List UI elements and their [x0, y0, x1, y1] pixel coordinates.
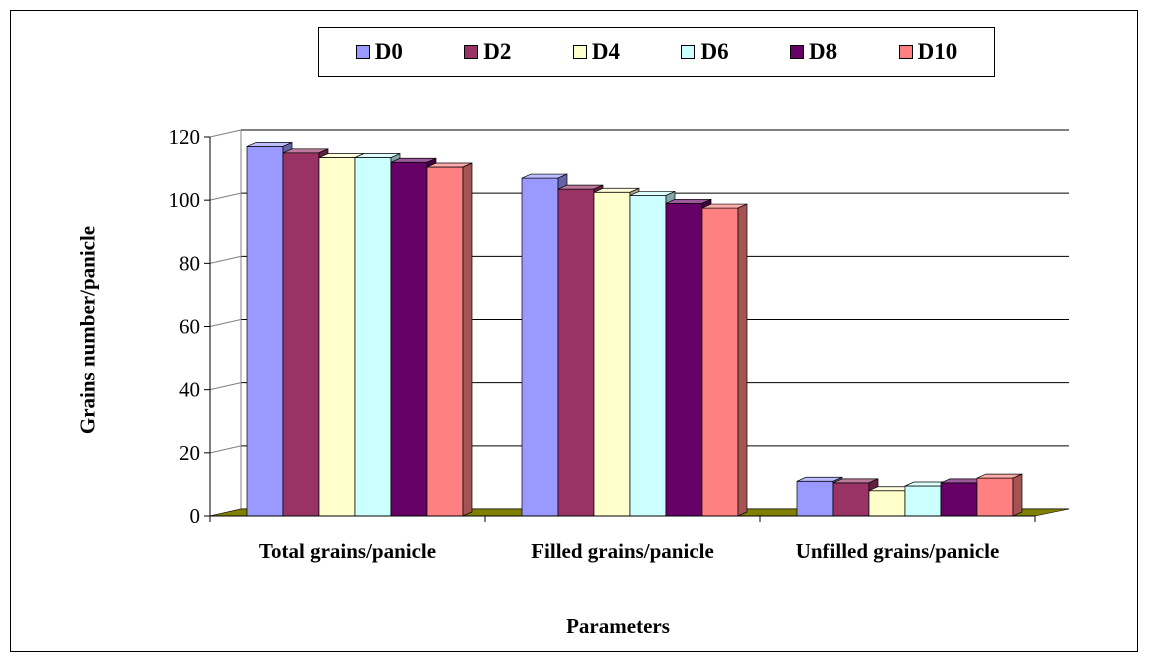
side-wall-line: [209, 129, 242, 138]
bar-d2-1: [282, 152, 320, 517]
x-axis-title: Parameters: [566, 614, 670, 638]
bar-d2-3: [832, 482, 870, 517]
legend-swatch-d4: [572, 45, 587, 59]
legend-item-d6: D6: [681, 39, 729, 65]
bar-d10-1: [426, 166, 464, 517]
legend-item-d0: D0: [355, 39, 403, 65]
y-tick-label: 120: [169, 125, 201, 149]
bar-d10-2: [701, 207, 739, 517]
y-tick-label: 20: [179, 441, 200, 465]
legend-item-d4: D4: [572, 39, 620, 65]
bar-d8-1: [390, 161, 428, 517]
legend-item-d2: D2: [464, 39, 511, 65]
legend-item-d8: D8: [790, 39, 837, 65]
bar-side-d10-2: [737, 203, 748, 517]
legend-label-d4: D4: [591, 39, 620, 64]
legend-item-d10: D10: [898, 39, 958, 65]
y-tick-label: 0: [190, 504, 201, 528]
legend-swatch-d6: [681, 45, 696, 59]
bar-d4-3: [868, 490, 906, 517]
y-axis-title: Grains number/panicle: [75, 225, 100, 435]
y-tick-label: 100: [169, 188, 201, 212]
side-wall-line: [209, 192, 242, 201]
legend-label-d6: D6: [700, 39, 729, 64]
legend-swatch-d0: [355, 45, 370, 59]
x-tick-label: Total grains/panicle: [259, 539, 436, 563]
x-tick-label: Unfilled grains/panicle: [796, 539, 1000, 563]
bar-d8-2: [665, 202, 703, 517]
y-tick-label: 60: [179, 315, 200, 339]
bar-d0-1: [246, 146, 284, 517]
bar-d6-2: [629, 195, 667, 517]
bar-side-d10-1: [462, 162, 473, 517]
x-tick-label: Filled grains/panicle: [531, 539, 714, 563]
y-tick-label: 40: [179, 378, 200, 402]
bar-d4-2: [593, 191, 631, 517]
bar-d0-2: [521, 177, 559, 517]
bar-d2-2: [557, 188, 595, 517]
legend-swatch-d8: [790, 45, 805, 59]
legend-label-d2: D2: [483, 39, 512, 64]
bar-d10-3: [976, 477, 1014, 517]
side-wall-line: [209, 382, 242, 391]
legend-label-d8: D8: [809, 39, 838, 64]
bar-d0-3: [796, 480, 834, 517]
legend-swatch-d10: [898, 45, 913, 59]
legend-label-d10: D10: [917, 39, 958, 64]
bar-d6-3: [904, 485, 942, 517]
legend-swatch-d2: [464, 45, 479, 59]
bar-d4-1: [318, 157, 356, 517]
side-wall-line: [209, 445, 242, 454]
bar-side-d10-3: [1012, 473, 1023, 517]
side-wall-line: [209, 319, 242, 327]
legend: D0 D2 D4 D6 D8 D10: [318, 27, 995, 77]
y-tick-label: 80: [179, 251, 200, 275]
bar-d6-1: [354, 157, 392, 517]
legend-label-d0: D0: [374, 39, 403, 64]
side-wall-line: [209, 255, 242, 264]
bar-d8-3: [940, 482, 978, 517]
